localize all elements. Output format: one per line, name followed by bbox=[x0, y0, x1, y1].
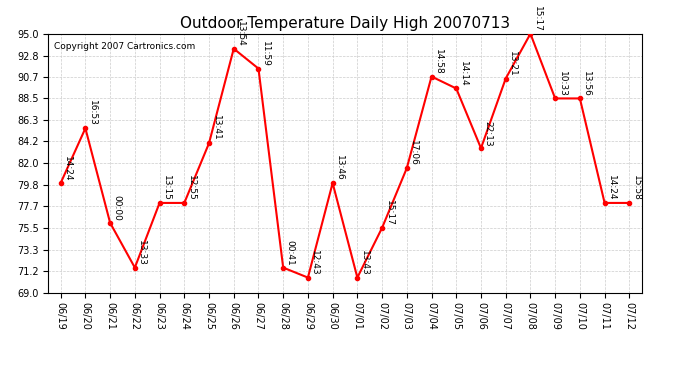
Text: 12:55: 12:55 bbox=[187, 175, 196, 201]
Text: 15:17: 15:17 bbox=[384, 200, 393, 226]
Text: 22:13: 22:13 bbox=[484, 121, 493, 146]
Text: 15:58: 15:58 bbox=[632, 175, 641, 201]
Title: Outdoor Temperature Daily High 20070713: Outdoor Temperature Daily High 20070713 bbox=[180, 16, 510, 31]
Text: 11:59: 11:59 bbox=[261, 41, 270, 67]
Text: 14:58: 14:58 bbox=[434, 49, 443, 75]
Text: 17:06: 17:06 bbox=[409, 140, 418, 166]
Text: Copyright 2007 Cartronics.com: Copyright 2007 Cartronics.com bbox=[55, 42, 195, 51]
Text: 12:43: 12:43 bbox=[310, 250, 319, 276]
Text: 13:33: 13:33 bbox=[137, 240, 146, 266]
Text: 13:21: 13:21 bbox=[509, 51, 518, 76]
Text: 14:24: 14:24 bbox=[63, 156, 72, 181]
Text: 13:46: 13:46 bbox=[335, 155, 344, 181]
Text: 14:24: 14:24 bbox=[607, 176, 616, 201]
Text: 13:15: 13:15 bbox=[162, 175, 171, 201]
Text: 13:54: 13:54 bbox=[236, 21, 245, 47]
Text: 16:53: 16:53 bbox=[88, 100, 97, 126]
Text: 15:17: 15:17 bbox=[533, 6, 542, 32]
Text: 13:56: 13:56 bbox=[582, 70, 591, 96]
Text: 14:14: 14:14 bbox=[459, 61, 468, 87]
Text: 00:41: 00:41 bbox=[286, 240, 295, 266]
Text: 13:41: 13:41 bbox=[212, 116, 221, 141]
Text: 00:00: 00:00 bbox=[112, 195, 121, 221]
Text: 13:43: 13:43 bbox=[360, 250, 369, 276]
Text: 10:33: 10:33 bbox=[558, 70, 566, 96]
